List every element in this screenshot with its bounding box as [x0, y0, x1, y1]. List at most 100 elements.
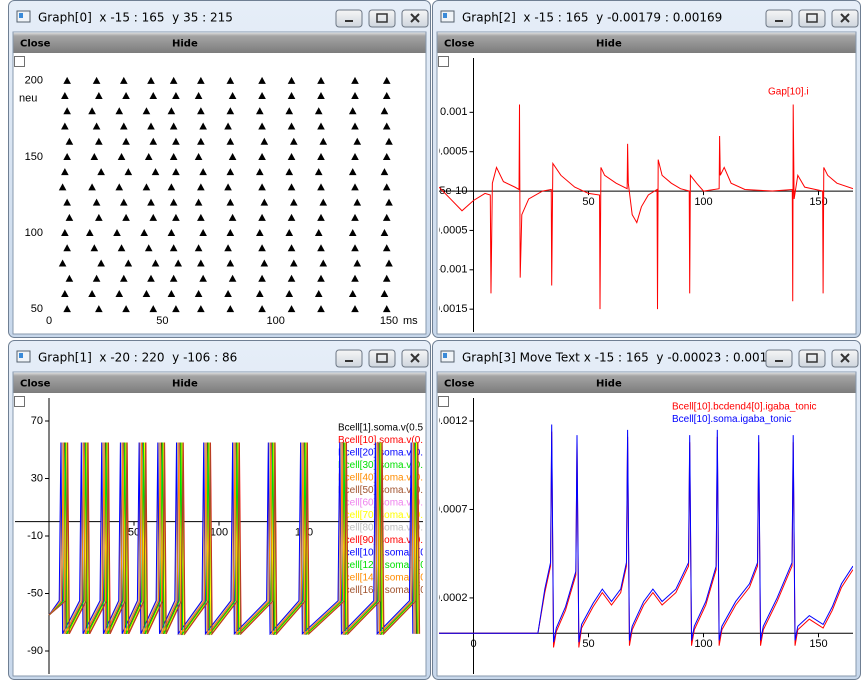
minimize-button[interactable]: [765, 349, 793, 368]
checkbox[interactable]: [438, 396, 449, 407]
x-tick-label: 0: [46, 315, 52, 327]
spike-marker: [142, 289, 151, 297]
spike-marker: [287, 213, 296, 221]
spike-marker: [197, 259, 205, 267]
close-glyph: [840, 13, 850, 23]
spike-marker: [353, 137, 362, 145]
minimize-button[interactable]: [765, 9, 793, 28]
legend-label: Bcell[10].soma.igaba_tonic: [672, 414, 792, 425]
spike-marker: [382, 305, 391, 313]
spike-marker: [226, 168, 235, 176]
menu-button[interactable]: Hide: [172, 39, 198, 50]
spike-marker: [317, 92, 325, 100]
spike-marker: [382, 76, 391, 84]
window-title: Graph[3] Move Text x -15 : 165 y -0.0002…: [462, 351, 783, 365]
spike-marker: [151, 168, 160, 176]
spike-marker: [317, 183, 325, 191]
spike-marker: [194, 152, 203, 160]
spike-marker: [197, 305, 205, 313]
spike-marker: [260, 259, 269, 267]
spike-marker: [380, 107, 389, 115]
spike-marker: [194, 289, 203, 297]
window-title: Graph[2] x -15 : 165 y -0.00179 : 0.0016…: [462, 11, 722, 25]
checkbox[interactable]: [438, 56, 449, 67]
spike-marker: [314, 289, 323, 297]
spike-marker: [348, 229, 357, 237]
x-tick-label: 50: [128, 527, 140, 539]
spike-marker: [317, 305, 325, 313]
y-tick-label: -10: [27, 530, 43, 542]
maximize-glyph: [376, 353, 388, 363]
spike-marker: [88, 289, 96, 297]
legend-label: Bcell[10].soma.v(0.5): [338, 435, 432, 446]
menu-button[interactable]: Hide: [172, 379, 198, 390]
window-title: Graph[0] x -15 : 165 y 35 : 215: [38, 11, 233, 25]
spike-marker: [314, 107, 323, 115]
checkbox[interactable]: [14, 56, 25, 67]
spike-marker: [260, 198, 269, 206]
spike-marker: [287, 244, 296, 252]
x-tick-label: 0: [470, 638, 476, 650]
spike-marker: [226, 137, 235, 145]
spike-marker: [226, 259, 235, 267]
spike-marker: [290, 259, 298, 267]
spike-marker: [61, 168, 69, 176]
spike-marker: [142, 107, 151, 115]
spike-marker: [120, 198, 128, 206]
spike-marker: [314, 229, 323, 237]
spike-marker: [92, 274, 101, 282]
spike-marker: [290, 198, 298, 206]
menu-button[interactable]: Close: [444, 39, 475, 50]
legend-label: Bcell[140].soma.v(0.5): [338, 573, 438, 584]
spike-marker: [353, 198, 362, 206]
maximize-button[interactable]: [798, 9, 826, 28]
y-tick-label: -0.001: [436, 264, 467, 276]
spike-marker: [97, 259, 105, 267]
spike-marker: [317, 76, 325, 84]
maximize-button[interactable]: [368, 9, 396, 28]
graph-window: Graph[1] x -20 : 220 y -106 : 86 Close Hid…: [8, 340, 438, 680]
y-tick-label: 50: [31, 303, 43, 315]
spike-marker: [287, 152, 296, 160]
menu-button[interactable]: Close: [20, 379, 51, 390]
y-tick-label: -0.0005: [430, 224, 467, 236]
spike-marker: [149, 137, 158, 145]
menu-button[interactable]: Close: [444, 379, 475, 390]
spike-marker: [228, 274, 237, 282]
spike-marker: [287, 305, 296, 313]
spike-marker: [228, 213, 237, 221]
checkbox[interactable]: [14, 396, 25, 407]
menu-bar: [437, 373, 856, 393]
spike-marker: [348, 168, 357, 176]
spike-marker: [287, 92, 296, 100]
spike-marker: [385, 198, 393, 206]
spike-marker: [88, 183, 96, 191]
maximize-glyph: [806, 13, 818, 23]
spike-marker: [61, 229, 69, 237]
spike-marker: [351, 76, 359, 84]
menu-bar: [13, 33, 426, 53]
spike-marker: [174, 259, 182, 267]
minimize-button[interactable]: [335, 349, 363, 368]
spike-marker: [197, 213, 205, 221]
spike-marker: [90, 152, 99, 160]
spike-marker: [226, 107, 235, 115]
spike-marker: [117, 244, 126, 252]
maximize-button[interactable]: [368, 349, 396, 368]
spike-marker: [287, 274, 296, 282]
spike-marker: [65, 274, 74, 282]
maximize-button[interactable]: [798, 349, 826, 368]
client-area: [436, 371, 857, 677]
trace: [48, 442, 415, 636]
minimize-button[interactable]: [335, 9, 363, 28]
menu-button[interactable]: Hide: [596, 39, 622, 50]
spike-marker: [314, 168, 323, 176]
menu-button[interactable]: Close: [20, 39, 51, 50]
spike-marker: [258, 92, 266, 100]
spike-marker: [120, 76, 128, 84]
spike-marker: [351, 183, 359, 191]
spike-marker: [63, 305, 71, 313]
spike-marker: [287, 122, 296, 130]
window-title: Graph[1] x -20 : 220 y -106 : 86: [38, 351, 237, 365]
menu-button[interactable]: Hide: [596, 379, 622, 390]
